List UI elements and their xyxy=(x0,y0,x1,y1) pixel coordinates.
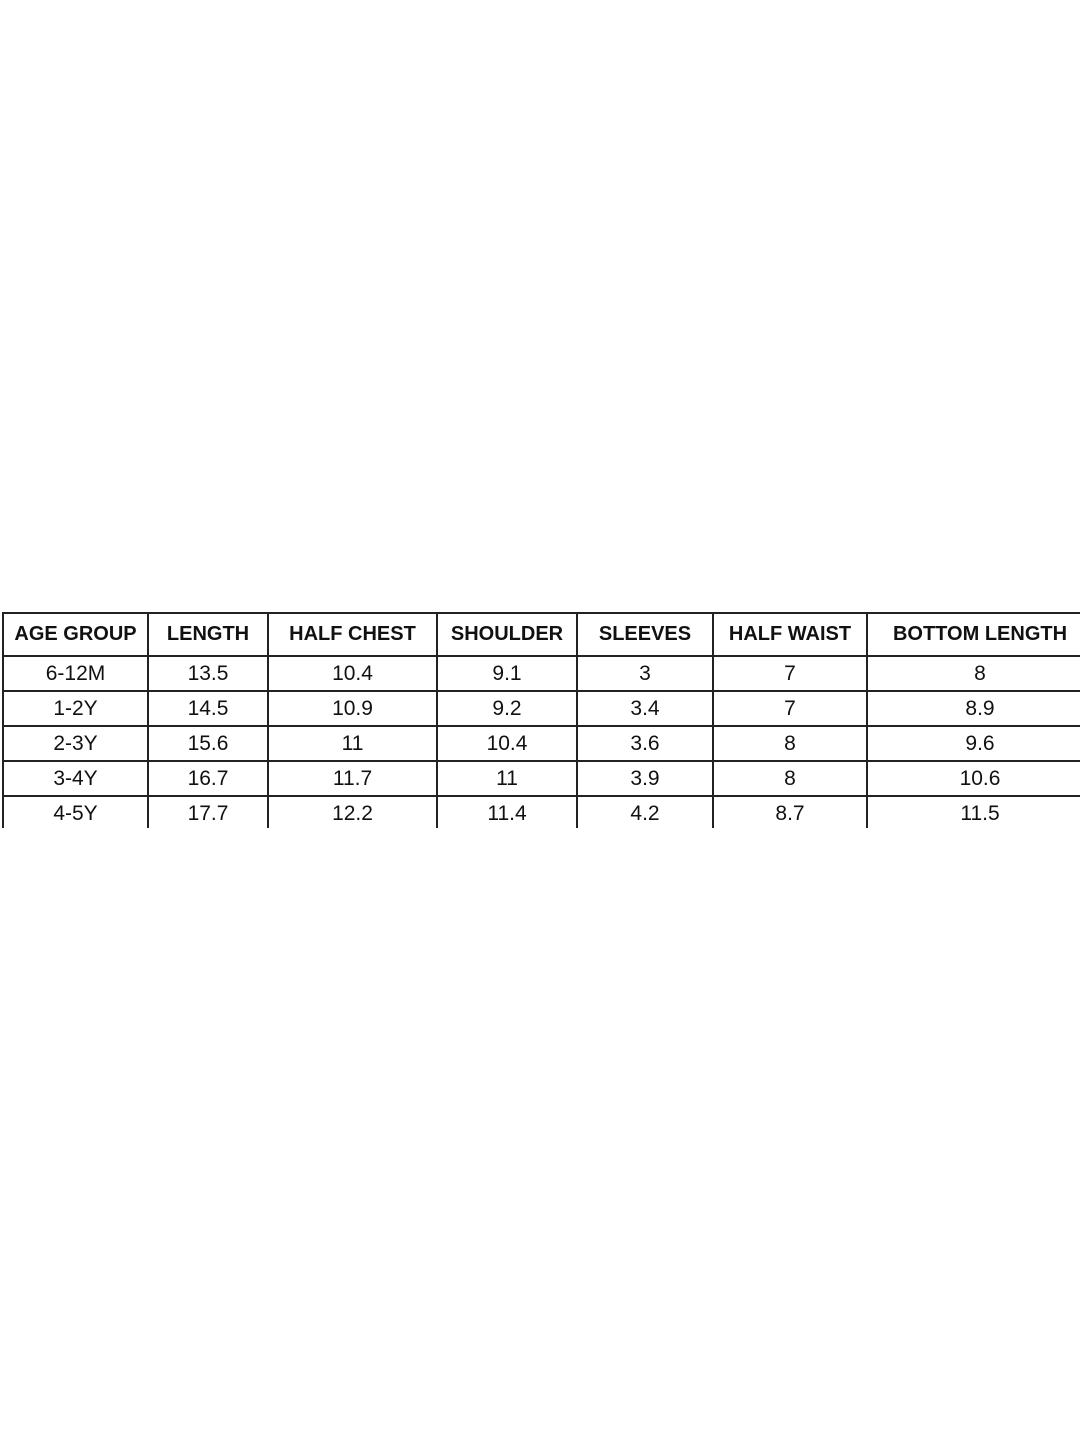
column-header-sleeves: SLEEVES xyxy=(576,612,714,657)
table-cell: 11.4 xyxy=(436,795,578,828)
table-cell: 10.6 xyxy=(866,760,1080,797)
column-header-half-waist: HALF WAIST xyxy=(712,612,868,657)
table-cell: 11.7 xyxy=(267,760,438,797)
table-cell: 3-4Y xyxy=(2,760,149,797)
column-header-half-chest: HALF CHEST xyxy=(267,612,438,657)
table-cell: 12.2 xyxy=(267,795,438,828)
table-header-row: AGE GROUP LENGTH HALF CHEST SHOULDER SLEEVES… xyxy=(2,612,1080,657)
column-header-bottom-length: BOTTOM LENGTH xyxy=(866,612,1080,657)
table-cell: 17.7 xyxy=(147,795,269,828)
table-cell: 7 xyxy=(712,690,868,727)
table-cell: 11 xyxy=(436,760,578,797)
table-cell: 8 xyxy=(712,725,868,762)
column-header-length: LENGTH xyxy=(147,612,269,657)
table-cell: 14.5 xyxy=(147,690,269,727)
table-cell: 4-5Y xyxy=(2,795,149,828)
table-row: 6-12M 13.5 10.4 9.1 3 7 8 xyxy=(2,655,1080,692)
table-row: 1-2Y 14.5 10.9 9.2 3.4 7 8.9 xyxy=(2,690,1080,727)
table-cell: 2-3Y xyxy=(2,725,149,762)
table-row: 2-3Y 15.6 11 10.4 3.6 8 9.6 xyxy=(2,725,1080,762)
table-cell: 8 xyxy=(712,760,868,797)
table-cell: 4.2 xyxy=(576,795,714,828)
table-cell: 10.4 xyxy=(436,725,578,762)
table-cell: 3 xyxy=(576,655,714,692)
table-cell: 10.4 xyxy=(267,655,438,692)
table-cell: 3.4 xyxy=(576,690,714,727)
table-cell: 8.9 xyxy=(866,690,1080,727)
table-cell: 9.6 xyxy=(866,725,1080,762)
table-cell: 15.6 xyxy=(147,725,269,762)
table-cell: 8.7 xyxy=(712,795,868,828)
table-cell: 11 xyxy=(267,725,438,762)
table-cell: 1-2Y xyxy=(2,690,149,727)
size-chart-table: AGE GROUP LENGTH HALF CHEST SHOULDER SLEEVES… xyxy=(2,612,1080,828)
table-cell: 3.6 xyxy=(576,725,714,762)
table-cell: 7 xyxy=(712,655,868,692)
table-cell: 9.1 xyxy=(436,655,578,692)
table-cell: 11.5 xyxy=(866,795,1080,828)
table-cell: 6-12M xyxy=(2,655,149,692)
table-cell: 8 xyxy=(866,655,1080,692)
table-cell: 13.5 xyxy=(147,655,269,692)
column-header-age-group: AGE GROUP xyxy=(2,612,149,657)
table-row: 4-5Y 17.7 12.2 11.4 4.2 8.7 11.5 xyxy=(2,795,1080,828)
table-cell: 3.9 xyxy=(576,760,714,797)
table-cell: 10.9 xyxy=(267,690,438,727)
table-row: 3-4Y 16.7 11.7 11 3.9 8 10.6 xyxy=(2,760,1080,797)
table-cell: 16.7 xyxy=(147,760,269,797)
column-header-shoulder: SHOULDER xyxy=(436,612,578,657)
table-cell: 9.2 xyxy=(436,690,578,727)
size-chart-container: AGE GROUP LENGTH HALF CHEST SHOULDER SLEEVES… xyxy=(2,612,1080,828)
